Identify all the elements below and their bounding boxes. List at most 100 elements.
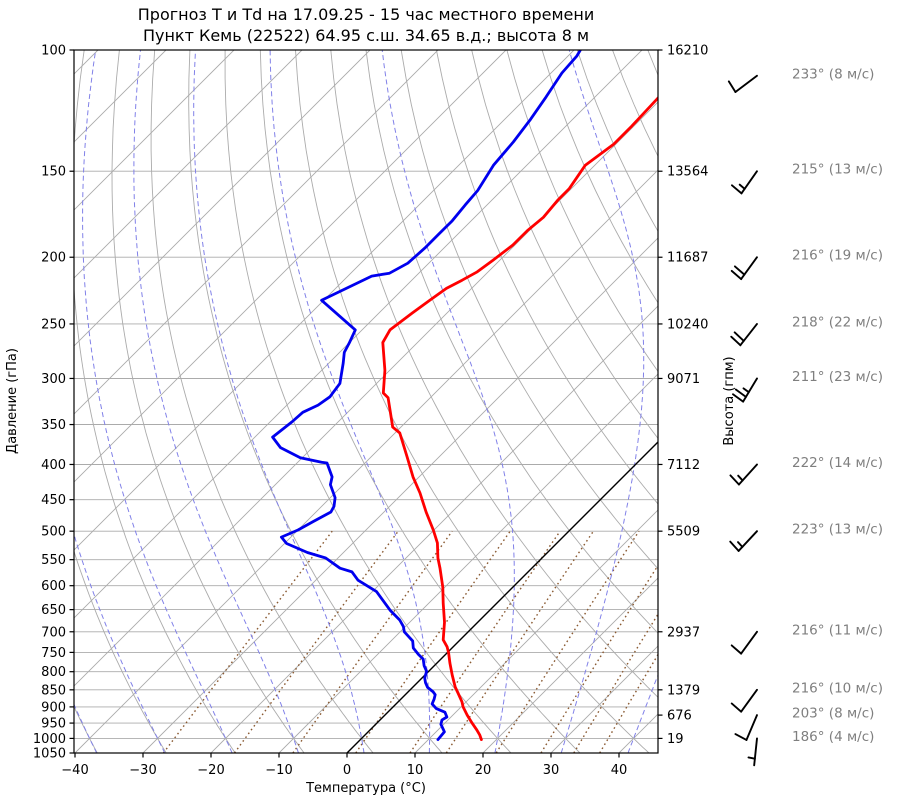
height-tick-label: 676 (667, 709, 692, 724)
temperature-tick-label: 30 (543, 763, 560, 778)
height-tick-label: 11687 (667, 251, 708, 266)
wind-barb (732, 377, 758, 403)
pressure-tick-label: 200 (41, 251, 66, 266)
mixing-ratio-line (355, 530, 511, 753)
wind-barb (729, 530, 758, 552)
wind-barb-staff (740, 170, 758, 195)
wind-barb-full (727, 80, 737, 93)
moist-adiabat-line (82, 50, 233, 753)
wind-barb (727, 74, 758, 93)
isotherm-line (74, 169, 658, 753)
wind-barb-full (730, 269, 743, 281)
wind-barb-half (737, 541, 744, 548)
wind-speed-direction-label: 222° (14 м/с) (792, 455, 883, 471)
wind-barb-full (730, 335, 742, 347)
dry-adiabat-line (471, 50, 658, 440)
isotherm-line (142, 237, 658, 753)
isotherm-line (74, 50, 439, 415)
pressure-tick-label: 1000 (33, 732, 66, 747)
wind-barb-staff (742, 377, 758, 403)
chart-title: Прогноз T и Td на 17.09.25 - 15 час мест… (138, 5, 594, 24)
wind-barb (730, 630, 758, 655)
pressure-tick-label: 250 (41, 317, 66, 332)
height-tick-label: 7112 (667, 458, 700, 473)
mixing-ratio-line (445, 530, 594, 753)
dry-adiabat-line (647, 50, 658, 77)
isotherm-line (74, 50, 575, 551)
dry-adiabat-line (224, 50, 512, 753)
wind-barb-half (737, 474, 744, 482)
wind-speed-direction-label: 233° (8 м/с) (792, 66, 874, 82)
wind-speed-direction-label: 215° (13 м/с) (792, 162, 883, 178)
temperature-tick-label: −30 (129, 763, 156, 778)
dry-adiabat-line (576, 50, 658, 233)
height-tick-label: 9071 (667, 372, 700, 387)
wind-barb-full (730, 702, 743, 713)
temperature-tick-label: −20 (197, 763, 224, 778)
height-tick-label: 16210 (667, 44, 708, 59)
isotherm-line (74, 101, 658, 687)
dry-adiabat-line (435, 50, 658, 505)
mixing-ratio-line (409, 530, 561, 753)
wind-barb (730, 322, 758, 347)
height-tick-label: 5509 (667, 525, 700, 540)
dry-adiabat-line (111, 50, 305, 753)
mixing-ratio-line (162, 530, 333, 753)
dry-adiabat-line (295, 50, 650, 753)
moist-adiabat-line (560, 50, 645, 753)
dry-adiabat-line (506, 50, 658, 373)
wind-speed-direction-label: 223° (13 м/с) (792, 522, 883, 538)
mixing-ratio-line (233, 530, 399, 753)
pressure-tick-label: 500 (41, 525, 66, 540)
temperature-curve (381, 95, 658, 741)
pressure-tick-label: 600 (41, 579, 66, 594)
pressure-tick-label: 650 (41, 603, 66, 618)
mixing-ratio-line (540, 564, 658, 753)
pressure-tick-label: 700 (41, 625, 66, 640)
wind-barb-half (742, 387, 750, 394)
temperature-tick-label: 20 (475, 763, 492, 778)
wind-barb-staff (740, 630, 758, 655)
pressure-tick-label: 300 (41, 372, 66, 387)
wind-speed-direction-label: 216° (11 м/с) (792, 622, 883, 638)
dry-adiabat-line (330, 50, 658, 698)
moist-adiabat-line (133, 50, 299, 753)
dry-adiabat-line (365, 50, 658, 634)
pressure-tick-label: 850 (41, 683, 66, 698)
dry-adiabat-line (188, 50, 443, 753)
sounding-curves (271, 50, 658, 741)
dry-adiabat-line (259, 50, 581, 753)
pressure-tick-label: 750 (41, 646, 66, 661)
wind-barb-full (729, 540, 740, 552)
wind-barb (729, 463, 758, 486)
pressure-tick-label: 950 (41, 717, 66, 732)
wind-speed-direction-label: 203° (8 м/с) (792, 706, 874, 722)
temperature-tick-label: −10 (265, 763, 292, 778)
axes-ticks: 1001502002503003504004505005506006507007… (33, 44, 708, 779)
plot-border (73, 49, 659, 754)
left-axis-label: Давление (гПа) (5, 348, 20, 454)
wind-barb-half (738, 183, 746, 190)
isotherm-line (74, 50, 235, 211)
wind-barb-staff (737, 530, 758, 552)
wind-barb-staff (753, 737, 758, 767)
dry-adiabat-line (612, 50, 658, 158)
dry-adiabat-line (400, 50, 658, 570)
isotherm-line (278, 373, 658, 753)
wind-speed-direction-label: 211° (23 м/с) (792, 369, 883, 385)
height-tick-label: 2937 (667, 625, 700, 640)
isotherm-line (74, 50, 643, 619)
pressure-tick-label: 800 (41, 665, 66, 680)
moist-adiabat-line (627, 673, 658, 753)
temperature-tick-label: −40 (61, 763, 88, 778)
moist-adiabat-line (269, 50, 431, 753)
wind-barb-full (733, 265, 746, 276)
wind-speed-direction-label: 218° (22 м/с) (792, 314, 883, 330)
wind-speed-direction-label: 216° (19 м/с) (792, 248, 883, 264)
height-tick-label: 19 (667, 732, 684, 747)
dry-adiabat-line (150, 50, 374, 753)
temperature-tick-label: 40 (611, 763, 628, 778)
chart-subtitle: Пункт Кемь (22522) 64.95 с.ш. 34.65 в.д.… (143, 26, 589, 45)
isotherm-line (414, 509, 658, 753)
